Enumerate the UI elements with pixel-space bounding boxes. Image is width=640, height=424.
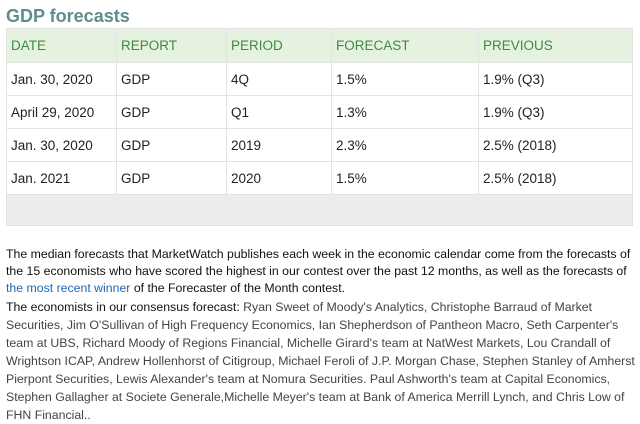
cell-forecast: 2.3% <box>332 129 479 161</box>
cell-previous: 1.9% (Q3) <box>483 104 545 120</box>
cell-forecast: 1.3% <box>332 96 479 128</box>
most-recent-winner-link[interactable]: the most recent winner <box>6 281 131 295</box>
paragraph-text-before: The median forecasts that MarketWatch pu… <box>6 247 631 278</box>
cell-date: Jan. 30, 2020 <box>7 129 117 161</box>
cell-date: April 29, 2020 <box>7 96 117 128</box>
cell-period: 2019 <box>227 129 332 161</box>
cell-report: GDP <box>117 129 227 161</box>
cell-report: GDP <box>117 63 227 95</box>
cell-previous: 1.9% (Q3) <box>483 71 545 87</box>
consensus-intro: The economists in our consensus forecast… <box>6 300 244 314</box>
gdp-forecast-table: DATE REPORT PERIOD FORECAST PREVIOUS Jan… <box>6 28 633 226</box>
cell-period: 2020 <box>227 162 332 194</box>
table-row: Jan. 30, 2020 GDP 4Q 1.5% 1.9% (Q3) <box>7 63 632 96</box>
table-row: Jan. 2021 GDP 2020 1.5% 2.5% (2018) <box>7 162 632 195</box>
page-title: GDP forecasts <box>6 6 130 26</box>
column-header-forecast: FORECAST <box>332 29 479 62</box>
cell-previous: 2.5% (2018) <box>483 137 557 153</box>
paragraph-text-after: of the Forecaster of the Month contest. <box>130 281 346 295</box>
column-header-period: PERIOD <box>227 29 332 62</box>
table-row: April 29, 2020 GDP Q1 1.3% 1.9% (Q3) <box>7 96 632 129</box>
table-header-row: DATE REPORT PERIOD FORECAST PREVIOUS <box>7 29 632 63</box>
column-header-date: DATE <box>7 29 117 62</box>
cell-report: GDP <box>117 96 227 128</box>
column-header-report: REPORT <box>117 29 227 62</box>
consensus-paragraph: The economists in our consensus forecast… <box>6 298 636 424</box>
column-header-previous: PREVIOUS <box>483 38 553 53</box>
cell-previous: 2.5% (2018) <box>483 170 557 186</box>
cell-period: Q1 <box>227 96 332 128</box>
table-row: Jan. 30, 2020 GDP 2019 2.3% 2.5% (2018) <box>7 129 632 162</box>
cell-period: 4Q <box>227 63 332 95</box>
median-forecast-paragraph: The median forecasts that MarketWatch pu… <box>6 246 634 297</box>
cell-forecast: 1.5% <box>332 162 479 194</box>
table-footer <box>7 195 632 225</box>
cell-report: GDP <box>117 162 227 194</box>
consensus-economist-names: Ryan Sweet of Moody's Analytics, Christo… <box>6 300 635 422</box>
cell-forecast: 1.5% <box>332 63 479 95</box>
cell-date: Jan. 30, 2020 <box>7 63 117 95</box>
cell-date: Jan. 2021 <box>7 162 117 194</box>
